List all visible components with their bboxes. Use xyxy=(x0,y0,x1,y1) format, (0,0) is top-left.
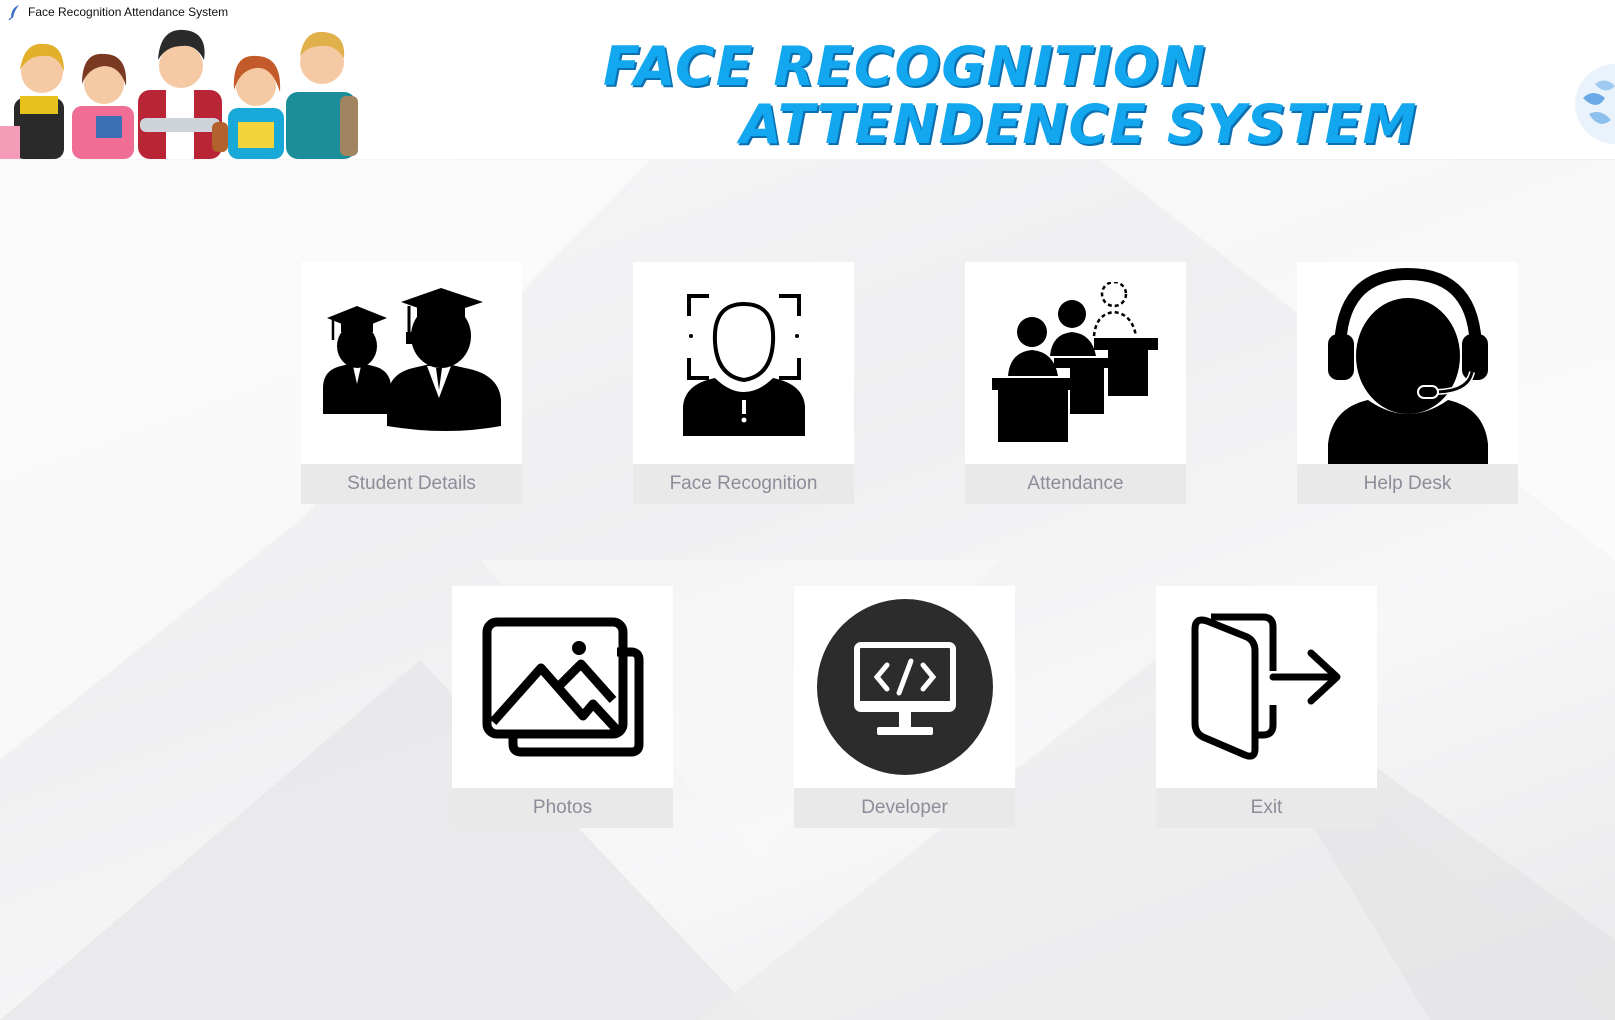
feather-app-icon xyxy=(8,5,19,20)
tile-face-recognition: Face Recognition xyxy=(633,262,854,504)
tile-attendance: Attendance xyxy=(965,262,1186,504)
help-desk-button[interactable]: Help Desk xyxy=(1297,464,1518,504)
flower-decoration xyxy=(1575,64,1615,144)
attendance-button[interactable]: Attendance xyxy=(965,464,1186,504)
code-monitor-icon xyxy=(816,599,993,775)
header-banner: FACE RECOGNITION ATTENDENCE SYSTEM xyxy=(0,0,1615,159)
help-desk-icon-button[interactable] xyxy=(1297,262,1518,464)
attendance-icon-button[interactable] xyxy=(965,262,1186,464)
student-details-button[interactable]: Student Details xyxy=(301,464,522,504)
face-scan-icon xyxy=(682,294,805,436)
photo-gallery-icon xyxy=(482,617,643,757)
window-titlebar: Face Recognition Attendance System xyxy=(0,0,228,24)
students-illustration xyxy=(0,29,358,159)
window-title: Face Recognition Attendance System xyxy=(28,5,229,19)
photos-icon-button[interactable] xyxy=(452,586,673,788)
headline-line1: FACE RECOGNITION xyxy=(603,35,1207,98)
exit-door-icon xyxy=(1191,613,1340,760)
developer-button[interactable]: Developer xyxy=(794,788,1015,828)
photos-button[interactable]: Photos xyxy=(452,788,673,828)
headset-support-icon xyxy=(1327,268,1488,464)
student-details-icon-button[interactable] xyxy=(301,262,522,464)
face-recognition-icon-button[interactable] xyxy=(633,262,854,464)
tile-photos: Photos xyxy=(452,586,673,828)
tile-student-details: Student Details xyxy=(301,262,522,504)
tile-help-desk: Help Desk xyxy=(1297,262,1518,504)
developer-icon-button[interactable] xyxy=(794,586,1015,788)
classroom-attendance-icon xyxy=(991,282,1158,442)
student-graduates-icon xyxy=(322,288,501,431)
tile-exit: Exit xyxy=(1156,586,1377,828)
face-recognition-button[interactable]: Face Recognition xyxy=(633,464,854,504)
exit-icon-button[interactable] xyxy=(1156,586,1377,788)
tile-developer: Developer xyxy=(794,586,1015,828)
headline-line2: ATTENDENCE SYSTEM xyxy=(740,93,1418,156)
exit-button[interactable]: Exit xyxy=(1156,788,1377,828)
